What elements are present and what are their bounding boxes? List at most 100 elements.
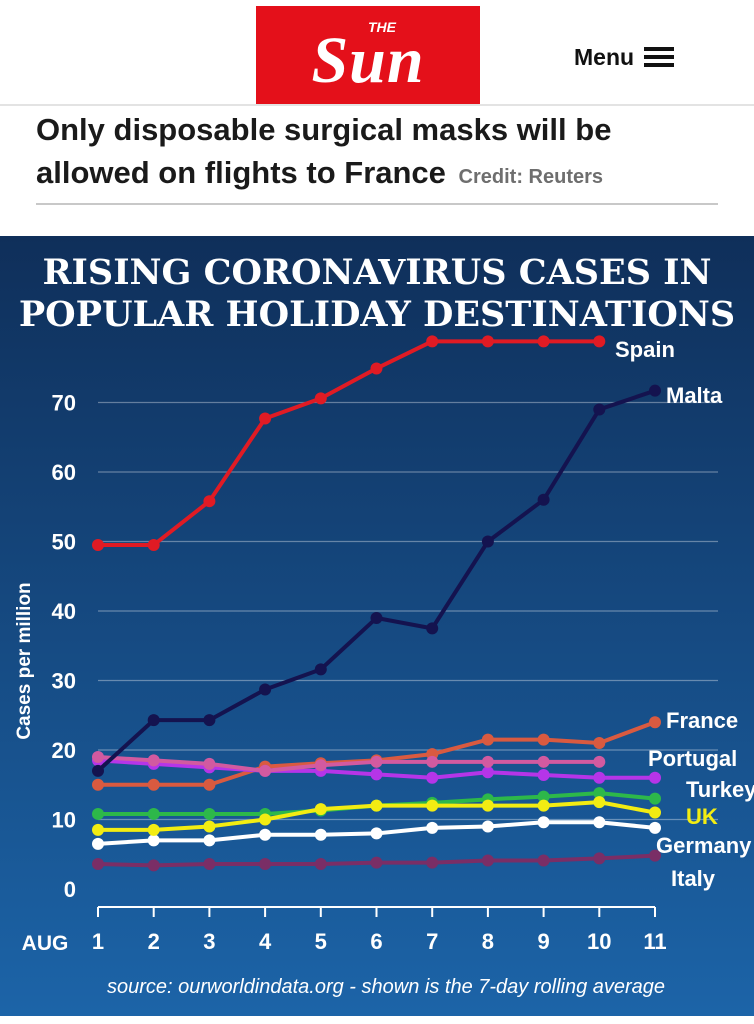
data-point-germany-8 bbox=[481, 820, 494, 833]
data-point-portugal-9 bbox=[537, 755, 550, 768]
data-point-uk-4 bbox=[259, 813, 272, 826]
data-point-turkey-10 bbox=[593, 771, 606, 784]
data-point-portugal-6 bbox=[370, 755, 383, 768]
data-point-spain-5 bbox=[314, 392, 327, 405]
data-point-france-8 bbox=[481, 733, 494, 746]
data-point-italy-11 bbox=[649, 849, 661, 862]
data-point-italy-2 bbox=[147, 859, 160, 872]
data-point-portugal-10 bbox=[593, 755, 606, 768]
data-point-portugal-3 bbox=[203, 757, 216, 770]
y-tick-label-30: 30 bbox=[52, 669, 76, 694]
data-point-uk-1 bbox=[92, 823, 104, 836]
y-tick-label-40: 40 bbox=[52, 599, 76, 624]
data-point-france-10 bbox=[593, 737, 606, 750]
data-point-malta-3 bbox=[203, 714, 216, 727]
data-point-uk-3 bbox=[203, 820, 216, 833]
data-point-spain-4 bbox=[259, 412, 272, 425]
data-point-malta-5 bbox=[314, 663, 327, 676]
data-point-malta-11 bbox=[649, 384, 661, 397]
data-point-green-series-9 bbox=[537, 790, 550, 803]
data-point-germany-1 bbox=[92, 837, 104, 850]
data-point-portugal-7 bbox=[426, 755, 439, 768]
caption-credit: Credit: Reuters bbox=[458, 166, 604, 188]
data-point-spain-3 bbox=[203, 495, 216, 508]
data-point-turkey-9 bbox=[537, 769, 550, 782]
data-point-portugal-5 bbox=[314, 759, 327, 772]
y-tick-label-50: 50 bbox=[52, 530, 76, 555]
the-sun-logo[interactable]: THE Sun bbox=[256, 6, 480, 105]
data-point-italy-4 bbox=[259, 857, 272, 870]
data-point-green-series-2 bbox=[147, 807, 160, 820]
data-point-uk-9 bbox=[537, 799, 550, 812]
data-point-malta-6 bbox=[370, 611, 383, 624]
series-label-spain: Spain bbox=[615, 337, 675, 362]
x-tick-label-3: 3 bbox=[203, 929, 215, 954]
chart-title-line-1: RISING CORONAVIRUS CASES IN bbox=[42, 252, 711, 293]
data-point-germany-4 bbox=[259, 828, 272, 841]
data-point-germany-7 bbox=[426, 821, 439, 834]
data-point-spain-10 bbox=[593, 335, 606, 348]
data-point-france-2 bbox=[147, 778, 160, 791]
data-point-green-series-3 bbox=[203, 807, 216, 820]
y-tick-label-20: 20 bbox=[52, 738, 76, 763]
x-tick-label-8: 8 bbox=[482, 929, 494, 954]
x-tick-label-7: 7 bbox=[426, 929, 438, 954]
data-point-germany-6 bbox=[370, 827, 383, 840]
logo-the-text: THE bbox=[368, 19, 396, 35]
image-caption: Only disposable surgical masks will be a… bbox=[36, 108, 726, 199]
data-point-malta-2 bbox=[147, 714, 160, 727]
menu-label: Menu bbox=[574, 43, 635, 70]
logo-sun-text: Sun bbox=[311, 24, 425, 97]
data-point-france-11 bbox=[649, 716, 661, 729]
data-point-malta-4 bbox=[259, 683, 272, 696]
y-tick-label-60: 60 bbox=[52, 460, 76, 485]
x-tick-label-1: 1 bbox=[92, 929, 104, 954]
data-point-france-3 bbox=[203, 778, 216, 791]
data-point-italy-6 bbox=[370, 856, 383, 869]
menu-button[interactable]: Menu bbox=[574, 40, 675, 74]
data-point-uk-2 bbox=[147, 823, 160, 836]
x-tick-label-9: 9 bbox=[537, 929, 549, 954]
series-label-portugal: Portugal bbox=[648, 746, 737, 771]
data-point-italy-10 bbox=[593, 852, 606, 865]
data-point-italy-1 bbox=[92, 857, 104, 870]
y-tick-label-0: 0 bbox=[64, 877, 76, 902]
data-point-green-series-10 bbox=[593, 787, 606, 800]
chart-figure: RISING CORONAVIRUS CASES IN POPULAR HOLI… bbox=[0, 236, 754, 1016]
data-point-spain-6 bbox=[370, 362, 383, 375]
data-point-green-series-1 bbox=[92, 807, 104, 820]
hamburger-icon bbox=[644, 47, 675, 67]
data-point-uk-5 bbox=[314, 803, 327, 816]
series-label-germany: Germany bbox=[656, 833, 752, 858]
header-divider bbox=[0, 104, 754, 106]
x-tick-label-5: 5 bbox=[315, 929, 327, 954]
series-line-spain bbox=[96, 339, 602, 547]
data-point-malta-9 bbox=[537, 493, 550, 506]
data-point-uk-8 bbox=[481, 799, 494, 812]
data-point-italy-8 bbox=[481, 854, 494, 867]
y-axis-title: Cases per million bbox=[14, 582, 35, 739]
data-point-turkey-7 bbox=[426, 771, 439, 784]
x-tick-label-10: 10 bbox=[587, 929, 611, 954]
data-point-green-series-11 bbox=[649, 792, 661, 805]
x-tick-label-2: 2 bbox=[148, 929, 160, 954]
caption-divider bbox=[36, 203, 718, 205]
y-tick-label-70: 70 bbox=[52, 391, 76, 416]
data-point-portugal-4 bbox=[259, 764, 272, 777]
data-point-malta-8 bbox=[481, 535, 494, 548]
series-label-france: France bbox=[666, 708, 738, 733]
data-point-germany-11 bbox=[649, 821, 661, 834]
chart-title-line-2: POPULAR HOLIDAY DESTINATIONS bbox=[19, 294, 735, 335]
series-label-turkey: Turkey bbox=[686, 777, 754, 802]
data-point-uk-7 bbox=[426, 799, 439, 812]
series-label-uk: UK bbox=[686, 804, 718, 829]
data-point-france-1 bbox=[92, 778, 104, 791]
data-point-turkey-8 bbox=[481, 766, 494, 779]
data-point-malta-10 bbox=[593, 403, 606, 416]
axes: 0 10 20 30 40 50 60 70 1 2 3 4 5 6 7 8 9 10 11 bbox=[52, 391, 667, 955]
chart-svg: RISING CORONAVIRUS CASES IN POPULAR HOLI… bbox=[0, 236, 754, 1016]
data-point-turkey-6 bbox=[370, 768, 383, 781]
chart-source: source: ourworldindata.org - shown is th… bbox=[107, 976, 665, 998]
data-point-malta-1 bbox=[92, 764, 104, 777]
